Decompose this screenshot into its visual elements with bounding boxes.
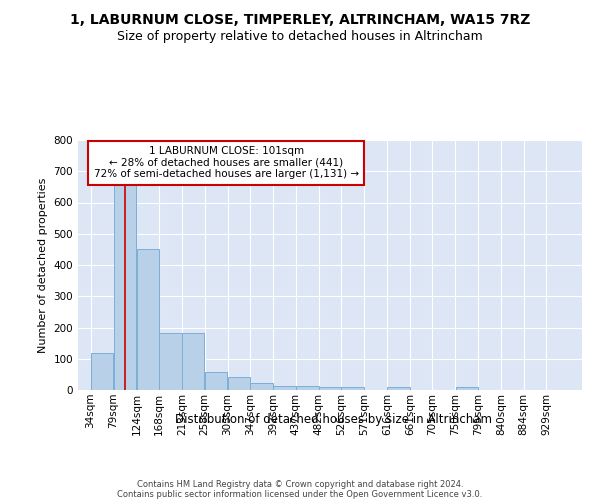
Text: Size of property relative to detached houses in Altrincham: Size of property relative to detached ho… xyxy=(117,30,483,43)
Text: 1, LABURNUM CLOSE, TIMPERLEY, ALTRINCHAM, WA15 7RZ: 1, LABURNUM CLOSE, TIMPERLEY, ALTRINCHAM… xyxy=(70,12,530,26)
Bar xyxy=(296,386,319,390)
Bar xyxy=(319,386,341,390)
Bar xyxy=(273,386,296,390)
Bar xyxy=(387,387,410,390)
Bar xyxy=(250,382,273,390)
Bar xyxy=(182,333,205,390)
Text: Distribution of detached houses by size in Altrincham: Distribution of detached houses by size … xyxy=(175,412,491,426)
Bar xyxy=(91,352,113,390)
Text: 1 LABURNUM CLOSE: 101sqm
← 28% of detached houses are smaller (441)
72% of semi-: 1 LABURNUM CLOSE: 101sqm ← 28% of detach… xyxy=(94,146,359,180)
Bar xyxy=(455,387,478,390)
Bar xyxy=(205,372,227,390)
Bar xyxy=(137,250,158,390)
Bar xyxy=(114,186,136,390)
Bar xyxy=(341,387,364,390)
Y-axis label: Number of detached properties: Number of detached properties xyxy=(38,178,48,352)
Bar xyxy=(159,333,182,390)
Bar xyxy=(228,377,250,390)
Text: Contains HM Land Registry data © Crown copyright and database right 2024.
Contai: Contains HM Land Registry data © Crown c… xyxy=(118,480,482,500)
